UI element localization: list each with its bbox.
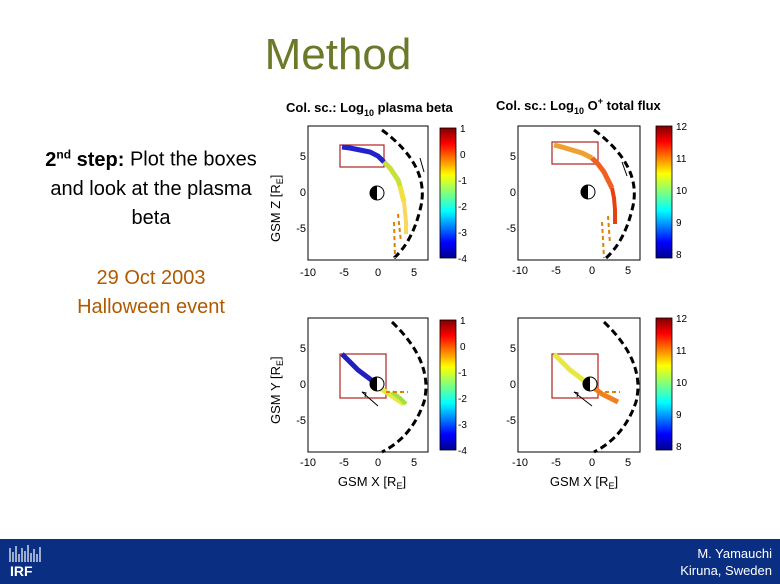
xtick-tl-1: -10: [300, 267, 316, 279]
beta2-tick-1: 1: [460, 316, 466, 327]
beta2-tick-3: -1: [458, 368, 467, 379]
xtick-bl-1: -10: [300, 457, 316, 469]
beta-colorbar: [439, 127, 457, 259]
xtick-tr-1: -10: [512, 265, 528, 277]
beta2-tick-2: 0: [460, 342, 466, 353]
xtick-br-2: -5: [551, 457, 561, 469]
ytick-tl-2: 0: [300, 187, 306, 199]
xtick-tl-2: -5: [339, 267, 349, 279]
beta-tick-3: -1: [458, 176, 467, 187]
xtick-br-4: 5: [625, 457, 631, 469]
ytick-br-2: 0: [510, 379, 516, 391]
ytick-tr-3: -5: [506, 223, 516, 235]
ytick-br-1: 5: [510, 343, 516, 355]
ytick-tl-1: 5: [300, 151, 306, 163]
beta-tick-4: -2: [458, 202, 467, 213]
ytick-tr-2: 0: [510, 187, 516, 199]
flux2-tick-3: 10: [676, 378, 688, 389]
flux2-tick-1: 12: [676, 314, 688, 325]
beta-colorbar-2: [439, 319, 457, 451]
analysis-box-bottom-left: [339, 353, 387, 399]
beta-tick-1: 1: [460, 124, 466, 135]
flux2-tick-4: 9: [676, 410, 682, 421]
slide-title: Method: [264, 30, 412, 79]
step-ordinal: nd: [56, 147, 72, 161]
panel-title-flux: Col. sc.: Log10 O+ total flux: [496, 96, 662, 116]
analysis-box-top-left: [339, 144, 385, 168]
flux-colorbar-2: [655, 317, 673, 451]
step-text: Plot the boxes and look at the plasma be…: [50, 148, 257, 229]
analysis-box-top-right: [551, 141, 599, 165]
irf-logo-icon: IRF: [4, 542, 48, 580]
xtick-br-3: 0: [589, 457, 595, 469]
ytick-tr-1: 5: [510, 151, 516, 163]
analysis-box-bottom-right: [551, 353, 599, 399]
beta-tick-6: -4: [458, 254, 467, 265]
orbit-figure: Col. sc.: Log10 plasma beta Col. sc.: Lo…: [268, 96, 688, 491]
step-label: step:: [71, 148, 125, 171]
flux-tick-4: 9: [676, 218, 682, 229]
author-location: Kiruna, Sweden: [680, 563, 772, 578]
ylabel-bottom: GSM Y [RE]: [268, 356, 285, 424]
beta-tick-5: -3: [458, 228, 467, 239]
panel-title-beta: Col. sc.: Log10 plasma beta: [286, 100, 454, 118]
step-description: 2nd step: Plot the boxes and look at the…: [40, 140, 262, 233]
author-name: M. Yamauchi: [697, 546, 772, 561]
beta2-tick-5: -3: [458, 420, 467, 431]
xtick-bl-4: 5: [411, 457, 417, 469]
event-name: Halloween event: [77, 296, 225, 318]
flux2-tick-2: 11: [676, 346, 687, 357]
svg-text:IRF: IRF: [10, 563, 33, 579]
ytick-bl-1: 5: [300, 343, 306, 355]
panel-beta-xz: 1 0 -1 -2 -3 -4 5 0 -5 GSM Z [RE] -10 -5…: [268, 124, 467, 279]
beta2-tick-6: -4: [458, 446, 467, 457]
xtick-tr-3: 0: [589, 265, 595, 277]
step-number: 2: [45, 148, 57, 171]
event-label: 29 Oct 2003 Halloween event: [40, 264, 262, 322]
panel-flux-xz: 12 11 10 9 8 5 0 -5 -10 -5 0 5: [506, 122, 687, 277]
footer-bar: IRF M. Yamauchi Kiruna, Sweden: [0, 539, 780, 584]
xlabel-right: GSM X [RE]: [550, 474, 618, 491]
xtick-bl-2: -5: [339, 457, 349, 469]
flux-colorbar: [655, 125, 673, 259]
flux2-tick-5: 8: [676, 442, 682, 453]
xtick-tr-4: 5: [625, 265, 631, 277]
ylabel-top: GSM Z [RE]: [268, 175, 285, 242]
ytick-br-3: -5: [506, 415, 516, 427]
flux-tick-1: 12: [676, 122, 688, 133]
xlabel-left: GSM X [RE]: [338, 474, 406, 491]
xtick-tl-4: 5: [411, 267, 417, 279]
panel-flux-xy: 12 11 10 9 8 5 0 -5 -10 -5 0 5 GSM X [RE…: [506, 314, 687, 491]
flux-tick-3: 10: [676, 186, 688, 197]
panel-beta-xy: 1 0 -1 -2 -3 -4 5 0 -5 GSM Y [RE] -10 -5…: [268, 316, 467, 491]
footer-credit: M. Yamauchi Kiruna, Sweden: [680, 545, 772, 579]
xtick-bl-3: 0: [375, 457, 381, 469]
xtick-br-1: -10: [512, 457, 528, 469]
xtick-tr-2: -5: [551, 265, 561, 277]
event-date: 29 Oct 2003: [96, 267, 206, 289]
ytick-bl-2: 0: [300, 379, 306, 391]
xtick-tl-3: 0: [375, 267, 381, 279]
ytick-bl-3: -5: [296, 415, 306, 427]
beta-tick-2: 0: [460, 150, 466, 161]
flux-tick-2: 11: [676, 154, 687, 165]
flux-tick-5: 8: [676, 250, 682, 261]
beta2-tick-4: -2: [458, 394, 467, 405]
ytick-tl-3: -5: [296, 223, 306, 235]
